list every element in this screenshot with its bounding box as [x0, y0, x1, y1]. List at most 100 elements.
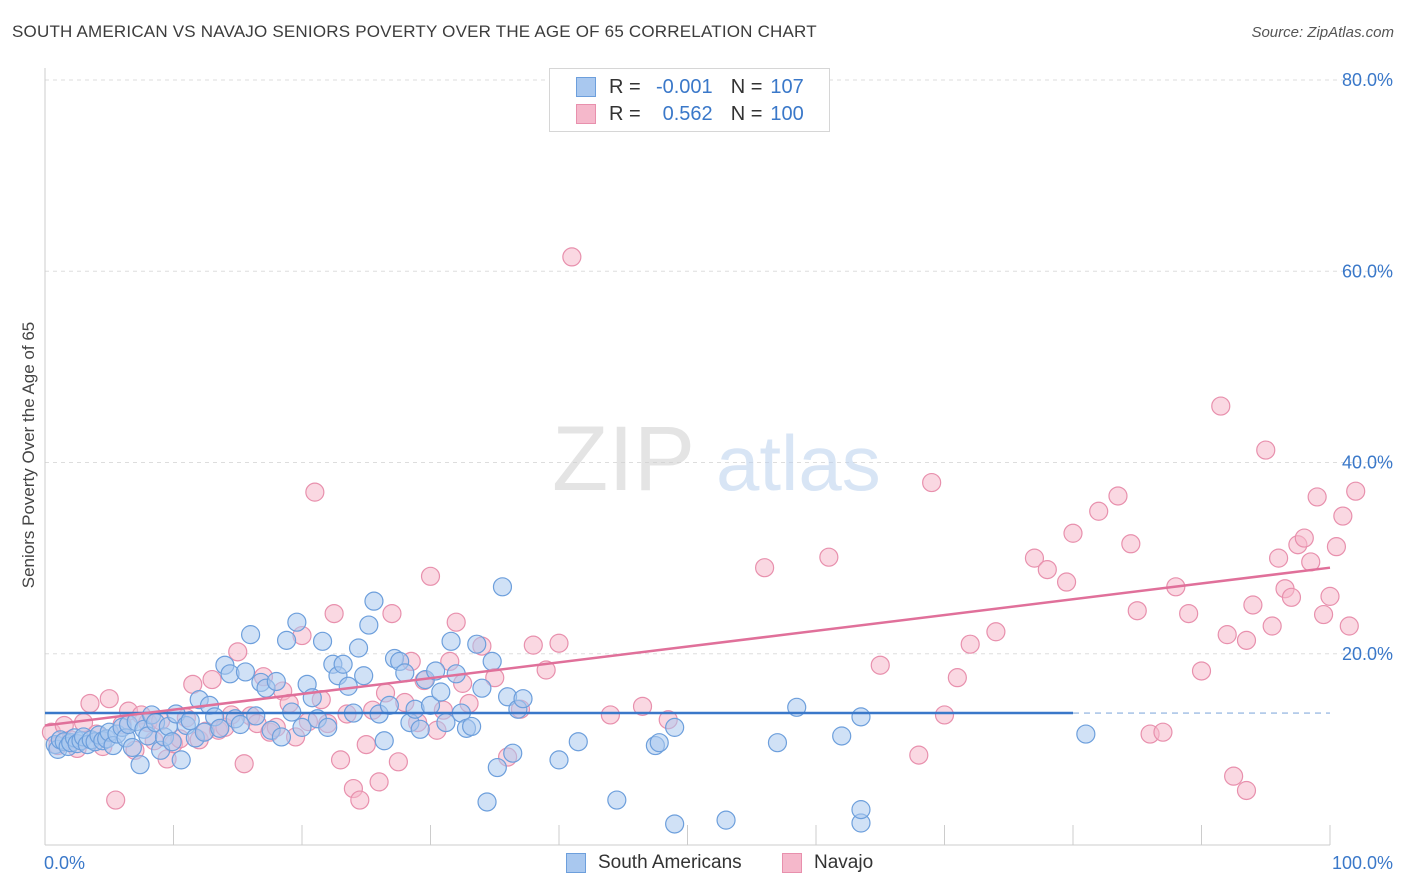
south-americans-point — [348, 638, 369, 658]
x-tick-label: 100.0% — [1332, 853, 1393, 873]
navajo-point — [1024, 548, 1045, 568]
south-americans-point — [420, 695, 441, 715]
south-americans-point — [241, 625, 261, 645]
navajo-point — [420, 566, 441, 586]
south-americans-point — [851, 800, 871, 820]
south-americans-point — [832, 726, 852, 746]
navajo-point — [1313, 604, 1334, 625]
south-americans-point — [426, 661, 446, 681]
south-americans-point — [665, 717, 685, 737]
grid-lines — [45, 79, 1392, 655]
legend-row-south-americans: R = -0.001 N = 107 — [576, 74, 804, 100]
legend-n-value: 100 — [770, 102, 804, 125]
south-americans-point — [410, 719, 430, 739]
trend-lines — [44, 566, 1331, 727]
navajo-point — [562, 247, 582, 267]
bottom-legend-navajo[interactable]: Navajo — [782, 852, 873, 874]
south-americans-point — [436, 712, 456, 733]
navajo-point — [1217, 625, 1237, 645]
south-americans-point — [1076, 724, 1096, 744]
south-americans-point — [467, 634, 487, 654]
navajo-point — [1256, 440, 1276, 460]
navajo-point — [1262, 616, 1282, 636]
south-americans-point — [318, 717, 338, 737]
south-americans-point — [568, 732, 588, 752]
legend-swatch-blue — [566, 853, 586, 873]
south-americans-point — [477, 792, 497, 812]
south-americans-point — [482, 651, 502, 672]
navajo-point — [1211, 396, 1231, 416]
bottom-legend-south-americans[interactable]: South Americans — [566, 852, 742, 874]
navajo-point — [1236, 630, 1257, 650]
south-americans-point — [354, 666, 374, 686]
south-americans-point — [492, 577, 513, 597]
y-axis-label: Seniors Poverty Over the Age of 65 — [19, 322, 38, 588]
navajo-point — [330, 750, 351, 770]
navajo-point — [382, 603, 402, 624]
navajo-point — [1326, 537, 1347, 557]
y-tick-label: 80.0% — [1342, 70, 1393, 90]
south-americans-point — [271, 727, 292, 747]
south-americans-point — [649, 733, 669, 753]
legend-n-label: N = — [730, 75, 763, 98]
legend-r-value: -0.001 — [655, 75, 713, 98]
south-americans-point — [312, 631, 333, 651]
navajo-point — [99, 689, 119, 709]
stats-legend: R = -0.001 N = 107 R = 0.562 N = 100 — [549, 68, 830, 132]
south-americans-point — [359, 615, 379, 635]
south-americans-points — [45, 577, 1096, 834]
navajo-point — [1153, 722, 1173, 742]
navajo-point — [1127, 601, 1147, 621]
navajo-point — [870, 655, 890, 675]
chart-source: Source: ZipAtlas.com — [1251, 24, 1394, 41]
south-americans-point — [607, 790, 627, 810]
south-americans-point — [503, 743, 523, 763]
navajo-point — [305, 482, 325, 502]
navajo-point — [1346, 481, 1366, 501]
navajo-point — [324, 603, 344, 624]
navajo-point — [819, 547, 839, 567]
navajo-point — [1236, 780, 1257, 801]
navajo-point — [369, 772, 389, 792]
navajo-point — [523, 635, 543, 655]
navajo-point — [1063, 523, 1083, 543]
south-americans-point — [767, 733, 788, 753]
south-americans-point — [513, 689, 533, 709]
legend-swatch-pink — [576, 104, 596, 124]
navajo-point — [388, 752, 408, 772]
south-americans-point — [287, 612, 307, 632]
legend-r-label: R = — [609, 102, 641, 125]
axes — [44, 68, 1331, 846]
navajo-point — [1108, 486, 1128, 506]
legend-swatch-blue — [576, 77, 596, 97]
south-americans-point — [487, 757, 507, 778]
navajo-point — [1320, 586, 1340, 606]
south-americans-point — [395, 663, 415, 683]
navajo-point — [934, 705, 955, 725]
navajo-point — [960, 634, 980, 654]
navajo-point — [1191, 661, 1212, 681]
south-americans-point — [292, 717, 312, 737]
navajo-point — [947, 668, 967, 688]
legend-swatch-pink — [782, 853, 802, 873]
chart-title: SOUTH AMERICAN VS NAVAJO SENIORS POVERTY… — [12, 22, 817, 41]
watermark-atlas: atlas — [716, 419, 881, 507]
south-americans-point — [122, 737, 142, 758]
legend-row-navajo: R = 0.562 N = 100 — [576, 101, 804, 127]
navajo-point — [1121, 534, 1141, 554]
south-americans-point — [379, 695, 399, 715]
navajo-point — [1243, 595, 1263, 615]
navajo-point — [549, 633, 569, 653]
y-tick-label: 20.0% — [1342, 644, 1393, 664]
south-americans-point — [130, 755, 150, 775]
south-americans-point — [162, 732, 182, 752]
legend-n-label: N = — [730, 102, 763, 125]
legend-label: South Americans — [598, 852, 742, 873]
south-americans-point — [549, 750, 569, 770]
navajo-point — [350, 790, 370, 810]
south-americans-point — [441, 631, 461, 651]
south-americans-point — [431, 682, 451, 702]
navajo-point — [600, 705, 621, 725]
navajo-point — [754, 558, 775, 578]
navajo-point — [356, 734, 376, 755]
